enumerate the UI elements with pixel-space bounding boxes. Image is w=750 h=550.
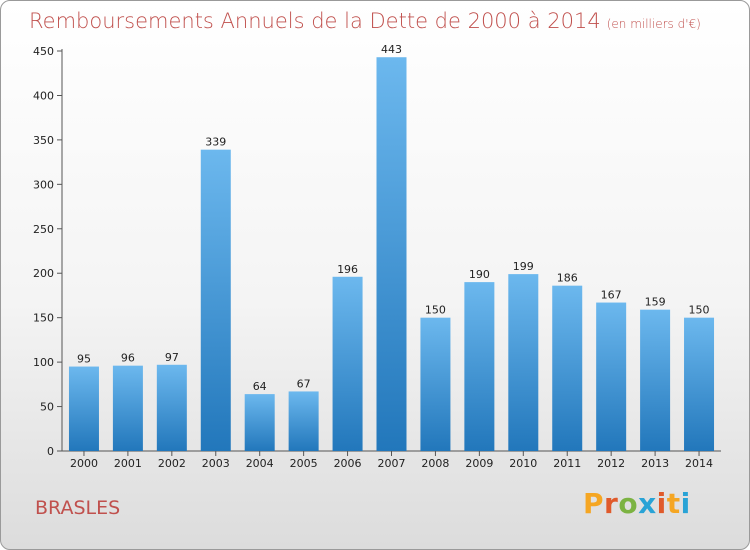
x-tick-label: 2002 bbox=[158, 457, 186, 470]
y-tick-label: 0 bbox=[47, 445, 54, 458]
y-tick-label: 50 bbox=[40, 401, 54, 414]
town-name: BRASLES bbox=[35, 497, 121, 519]
bar-2001 bbox=[112, 365, 143, 451]
chart-bars bbox=[68, 57, 715, 451]
chart-axes: 0 50 100 150 200 250 300 350 400 450 2000 2001 2002 2… bbox=[33, 45, 721, 470]
x-tick-label: 2010 bbox=[509, 457, 537, 470]
data-label: 150 bbox=[689, 304, 710, 317]
bar-2005 bbox=[288, 391, 319, 451]
data-label: 64 bbox=[253, 380, 267, 393]
x-tick-label: 2005 bbox=[290, 457, 318, 470]
x-tick-label: 2007 bbox=[378, 457, 406, 470]
bar-2009 bbox=[464, 282, 495, 451]
logo-letter: r bbox=[604, 487, 619, 520]
x-tick-label: 2012 bbox=[597, 457, 625, 470]
x-tick-label: 2001 bbox=[114, 457, 142, 470]
x-tick-label: 2014 bbox=[685, 457, 713, 470]
y-tick-label: 300 bbox=[33, 178, 54, 191]
logo-letter: t bbox=[666, 487, 681, 520]
logo-letter: x bbox=[638, 487, 657, 520]
data-label: 167 bbox=[601, 289, 622, 302]
data-label: 150 bbox=[425, 304, 446, 317]
bar-2012 bbox=[596, 302, 627, 451]
bar-2003 bbox=[200, 149, 231, 451]
logo-letter: P bbox=[583, 487, 605, 520]
y-tick-label: 250 bbox=[33, 223, 54, 236]
data-label: 196 bbox=[337, 263, 358, 276]
y-tick-label: 450 bbox=[33, 45, 54, 58]
data-label: 95 bbox=[77, 353, 91, 366]
data-label: 159 bbox=[645, 296, 666, 309]
x-tick-label: 2011 bbox=[553, 457, 581, 470]
bar-2014 bbox=[684, 317, 715, 451]
x-tick-label: 2000 bbox=[70, 457, 98, 470]
bar-2000 bbox=[68, 366, 99, 451]
logo-letter: i bbox=[680, 487, 691, 520]
x-tick-label: 2008 bbox=[421, 457, 449, 470]
y-tick-label: 350 bbox=[33, 134, 54, 147]
x-tick-label: 2009 bbox=[465, 457, 493, 470]
data-label: 67 bbox=[297, 377, 311, 390]
logo-letter: o bbox=[618, 487, 639, 520]
y-tick-label: 150 bbox=[33, 312, 54, 325]
data-label: 96 bbox=[121, 352, 135, 365]
logo-letter: i bbox=[656, 487, 667, 520]
x-tick-label: 2004 bbox=[246, 457, 274, 470]
x-tick-label: 2006 bbox=[334, 457, 362, 470]
chart-title-text: Remboursements Annuels de la Dette de 20… bbox=[29, 9, 601, 33]
data-label: 199 bbox=[513, 260, 534, 273]
x-tick-label: 2013 bbox=[641, 457, 669, 470]
data-label: 339 bbox=[205, 136, 226, 149]
data-label: 190 bbox=[469, 268, 490, 281]
y-tick-label: 100 bbox=[33, 356, 54, 369]
data-label: 186 bbox=[557, 272, 578, 285]
x-tick-label: 2003 bbox=[202, 457, 230, 470]
proxiti-logo: Proxiti bbox=[583, 487, 691, 520]
chart-data-labels: 95 96 97 339 64 67 196 443 150 190 199 186 167 159 150 bbox=[77, 43, 710, 393]
bar-2004 bbox=[244, 394, 275, 451]
y-tick-label: 200 bbox=[33, 267, 54, 280]
bar-2002 bbox=[156, 364, 187, 451]
chart-subtitle: (en milliers d'€) bbox=[606, 17, 701, 31]
bar-2010 bbox=[508, 274, 539, 451]
bar-2007 bbox=[376, 57, 407, 451]
data-label: 97 bbox=[165, 351, 179, 364]
bar-2011 bbox=[552, 285, 583, 451]
bar-2008 bbox=[420, 317, 451, 451]
bar-2013 bbox=[640, 309, 671, 451]
bar-2006 bbox=[332, 276, 363, 451]
chart-title: Remboursements Annuels de la Dette de 20… bbox=[29, 9, 701, 33]
y-tick-label: 400 bbox=[33, 89, 54, 102]
data-label: 443 bbox=[381, 43, 402, 56]
